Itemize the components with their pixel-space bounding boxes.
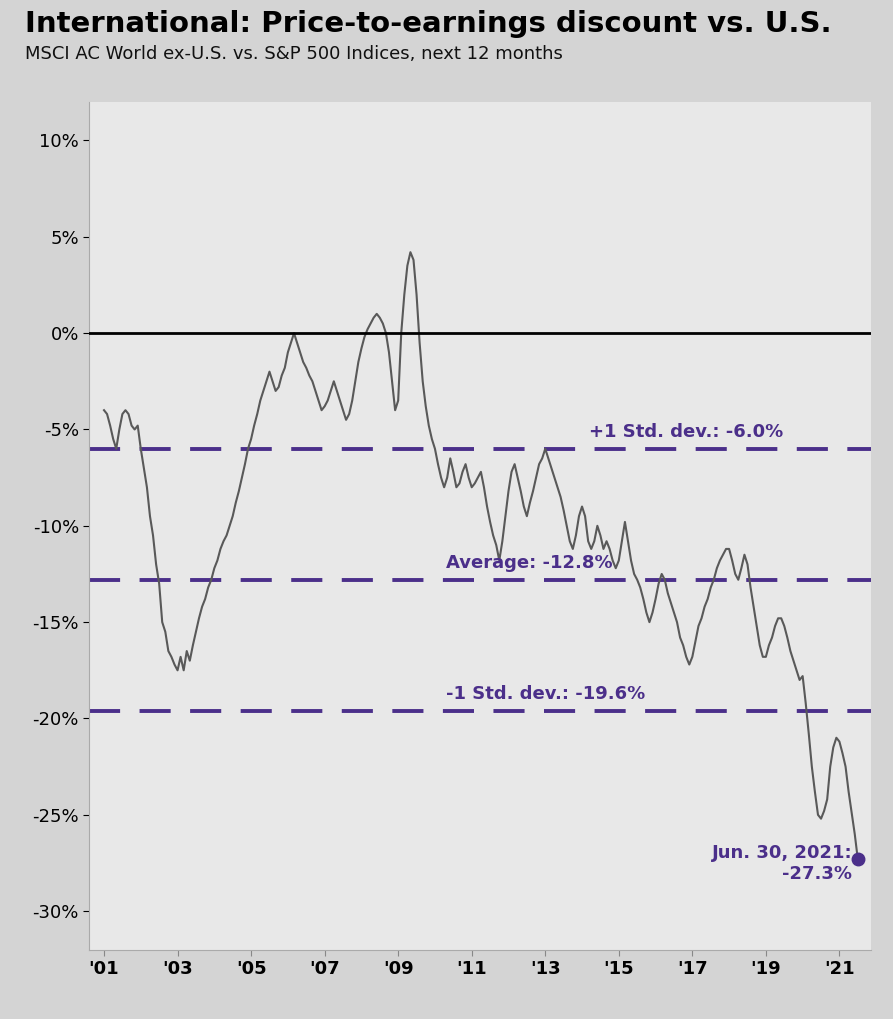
Text: +1 Std. dev.: -6.0%: +1 Std. dev.: -6.0% (589, 423, 784, 441)
Text: Jun. 30, 2021:
-27.3%: Jun. 30, 2021: -27.3% (712, 844, 852, 882)
Text: MSCI AC World ex-U.S. vs. S&P 500 Indices, next 12 months: MSCI AC World ex-U.S. vs. S&P 500 Indice… (25, 45, 563, 63)
Text: International: Price-to-earnings discount vs. U.S.: International: Price-to-earnings discoun… (25, 10, 831, 38)
Text: Average: -12.8%: Average: -12.8% (446, 554, 613, 572)
Text: -1 Std. dev.: -19.6%: -1 Std. dev.: -19.6% (446, 685, 646, 703)
